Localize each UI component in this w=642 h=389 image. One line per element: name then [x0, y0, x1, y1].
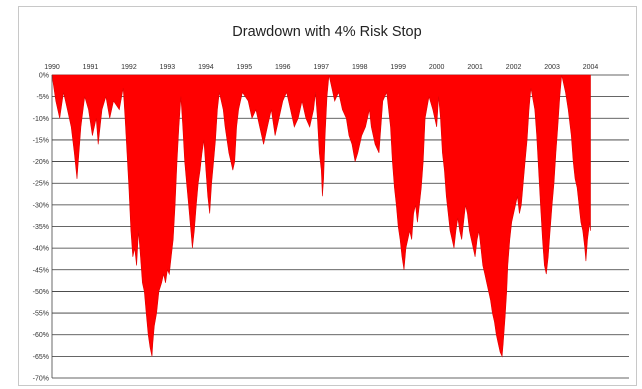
x-tick-label: 1990 — [44, 64, 60, 71]
y-tick-label: -60% — [33, 332, 49, 339]
x-tick-label: 1999 — [390, 64, 406, 71]
x-tick-label: 1995 — [237, 64, 253, 71]
y-tick-label: -20% — [33, 159, 49, 166]
drawdown-chart: Drawdown with 4% Risk Stop 0% -5% -10% -15%… — [33, 24, 629, 383]
y-axis-labels: 0% -5% -10% -15% -20% -25% -30% -35% -40% -45% -50… — [33, 73, 49, 383]
x-tick-label: 2003 — [544, 64, 560, 71]
chart-frame: Drawdown with 4% Risk Stop 0% -5% -10% -15%… — [18, 6, 637, 386]
y-tick-label: -15% — [33, 137, 49, 144]
y-tick-label: -45% — [33, 267, 49, 274]
x-tick-label: 1998 — [352, 64, 368, 71]
y-tick-label: -40% — [33, 246, 49, 253]
y-tick-label: -30% — [33, 202, 49, 209]
y-tick-label: 0% — [39, 73, 49, 80]
x-tick-label: 2000 — [429, 64, 445, 71]
y-tick-label: -10% — [33, 116, 49, 123]
y-tick-label: -50% — [33, 289, 49, 296]
x-tick-label: 1994 — [198, 64, 214, 71]
x-tick-label: 1991 — [83, 64, 99, 71]
y-tick-label: -65% — [33, 354, 49, 361]
y-tick-label: -55% — [33, 311, 49, 318]
y-tick-label: -70% — [33, 376, 49, 383]
x-tick-label: 1992 — [121, 64, 137, 71]
x-tick-label: 2001 — [467, 64, 483, 71]
x-tick-label: 1993 — [160, 64, 176, 71]
x-axis-labels: 1990 1991 1992 1993 1994 1995 1996 1997 1998 1999… — [44, 64, 598, 71]
y-tick-label: -5% — [37, 94, 49, 101]
x-tick-label: 2002 — [506, 64, 522, 71]
x-tick-label: 1996 — [275, 64, 291, 71]
chart-title: Drawdown with 4% Risk Stop — [232, 24, 421, 40]
drawdown-area — [51, 74, 591, 358]
x-tick-label: 2004 — [583, 64, 599, 71]
x-tick-label: 1997 — [313, 64, 329, 71]
y-tick-label: -35% — [33, 224, 49, 231]
y-tick-label: -25% — [33, 181, 49, 188]
